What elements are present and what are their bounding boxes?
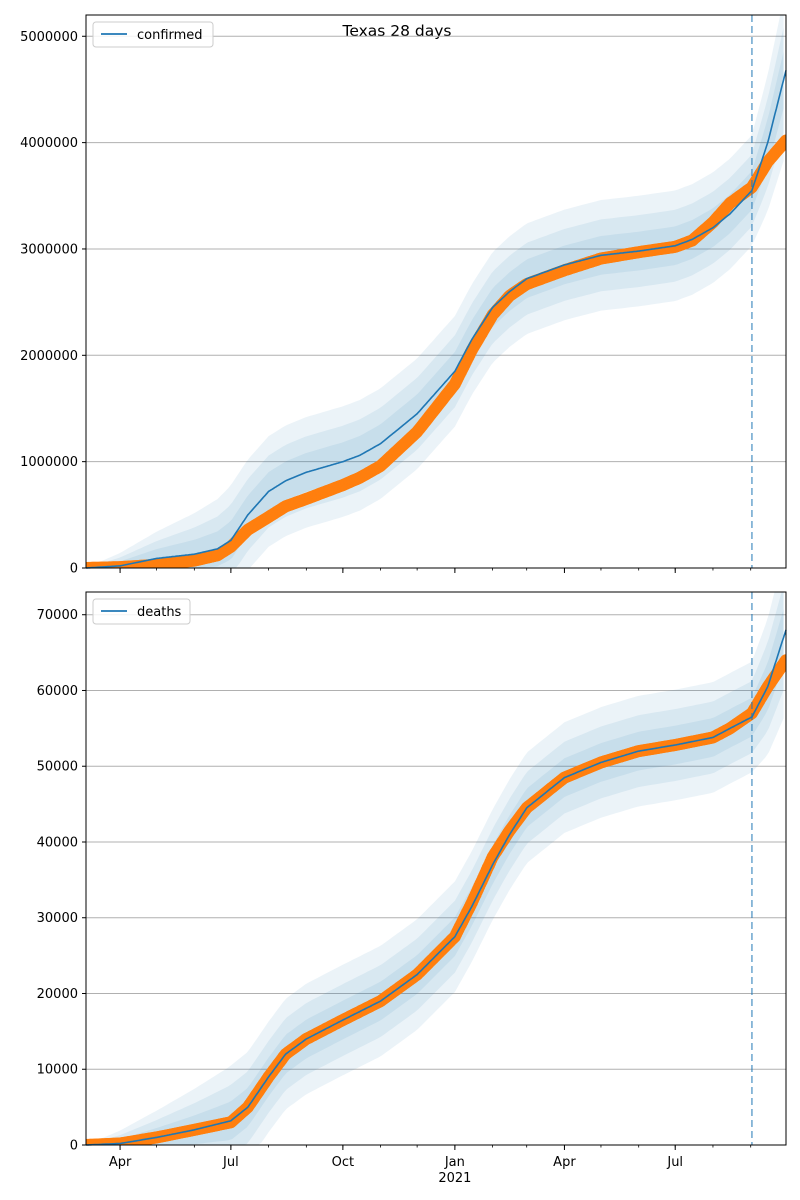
uncertainty-band: [86, 15, 784, 568]
legend-box: [92, 21, 214, 48]
uncertainty-band: [86, 592, 784, 1145]
y-tick-label: 50000: [37, 760, 78, 775]
y-tick-label: 1000000: [20, 455, 78, 470]
x-year-label: 2021: [438, 1171, 471, 1186]
y-tick-label: 4000000: [20, 136, 78, 151]
y-tick-label: 3000000: [20, 242, 78, 257]
uncertainty-bands: [86, 15, 784, 568]
x-tick-label: Jul: [222, 1155, 239, 1170]
legend-label: confirmed: [137, 28, 203, 43]
deaths-panel: 0 10000 20000 30000 40000 50000 60000 70000 Apr J…: [37, 591, 787, 1186]
legend-box: [92, 598, 191, 625]
y-tick-label: 20000: [37, 987, 78, 1002]
x-tick-label: Jul: [666, 1155, 683, 1170]
y-tick-label: 60000: [37, 684, 78, 699]
y-tick-label: 5000000: [20, 30, 78, 45]
y-tick-label: 0: [70, 1139, 78, 1154]
x-tick-label: Apr: [109, 1155, 132, 1170]
legend: deaths: [92, 598, 191, 625]
y-tick-label: 0: [70, 562, 78, 577]
y-tick-label: 2000000: [20, 349, 78, 364]
y-tick-label: 30000: [37, 911, 78, 926]
confirmed-panel: 0 1000000 2000000 3000000 4000000 5000000 conf…: [20, 14, 787, 577]
x-tick-label: Jan: [444, 1155, 465, 1170]
x-tick-label: Apr: [553, 1155, 576, 1170]
uncertainty-band: [86, 51, 784, 568]
legend: confirmed: [92, 21, 214, 48]
figure-title: Texas 28 days: [341, 22, 451, 40]
model-line: [85, 629, 787, 1146]
legend-label: deaths: [137, 605, 182, 620]
uncertainty-band: [86, 592, 784, 1145]
uncertainty-band: [86, 609, 784, 1145]
y-tick-label: 10000: [37, 1063, 78, 1078]
plot-frame: [85, 14, 787, 569]
y-tick-label: 40000: [37, 835, 78, 850]
observed-point: [780, 134, 786, 147]
plot-frame: [85, 591, 787, 1146]
y-tick-label: 70000: [37, 608, 78, 623]
uncertainty-bands: [86, 592, 784, 1145]
model-line: [85, 70, 787, 569]
observed-series: [86, 134, 786, 568]
observed-point: [780, 654, 786, 667]
x-tick-label: Oct: [332, 1155, 354, 1170]
